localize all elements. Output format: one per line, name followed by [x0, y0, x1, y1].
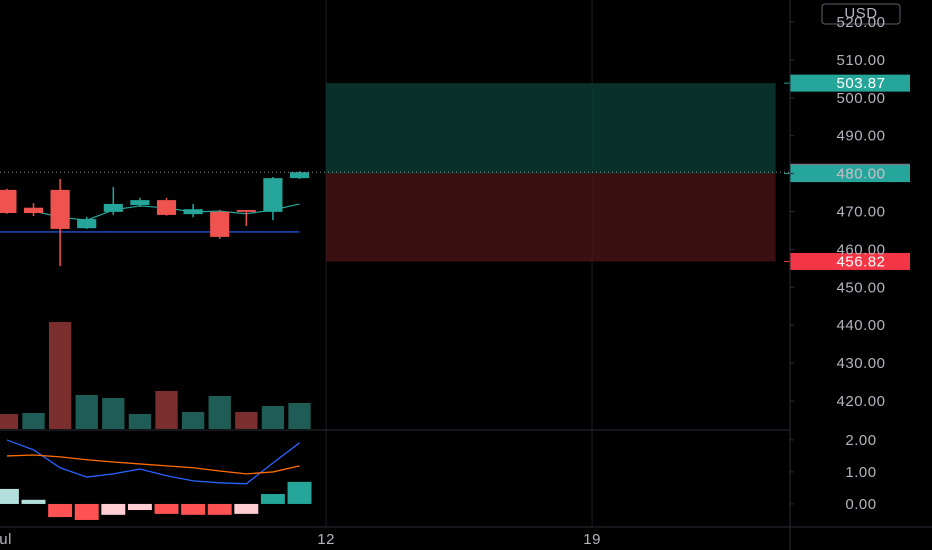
candle-body	[210, 211, 230, 237]
y-tick-label: 480.00	[837, 166, 886, 183]
price-tag	[790, 74, 910, 92]
volume-bar	[22, 413, 45, 429]
volume-bar	[128, 414, 152, 429]
histogram-bar	[0, 488, 19, 504]
candle-body	[77, 219, 97, 229]
price-tag-label: 456.82	[837, 253, 886, 270]
histogram-bar	[260, 494, 285, 504]
y-tick-label: 430.00	[837, 355, 886, 372]
y-tick-label: 440.00	[837, 317, 886, 334]
volume-bar	[155, 391, 178, 429]
histogram-bar	[207, 503, 232, 515]
y-tick-label: 420.00	[837, 393, 886, 410]
histogram-bar	[48, 503, 73, 518]
histogram-bar	[181, 503, 206, 515]
y-tick-label: 460.00	[837, 241, 886, 258]
y-tick-label: 0.00	[845, 496, 876, 513]
currency-box[interactable]	[821, 3, 901, 25]
y-tick-label: 2.00	[845, 432, 876, 449]
x-tick-label: 19	[583, 531, 601, 548]
macd-line	[6, 439, 300, 485]
x-tick-label: ul	[0, 531, 12, 548]
histogram-bar	[101, 503, 126, 515]
price-tag	[790, 252, 910, 270]
histogram-bar	[21, 499, 46, 504]
y-tick-label: 510.00	[837, 52, 886, 69]
x-tick-label: 12	[317, 531, 335, 548]
y-tick-label: 500.00	[837, 90, 886, 107]
y-tick-label: 450.00	[837, 279, 886, 296]
histogram-bar	[287, 481, 312, 504]
price-tag	[790, 165, 910, 183]
price-tag-label: 503.87	[837, 75, 886, 92]
candle-body	[50, 189, 70, 229]
loss-zone	[326, 173, 776, 262]
y-tick-label: 520.00	[837, 14, 886, 31]
volume-bar	[208, 396, 231, 429]
macd-line	[6, 454, 300, 475]
currency: USD	[844, 5, 877, 22]
y-tick-label: 1.00	[845, 464, 876, 481]
volume-bar	[102, 398, 125, 429]
volume-bar	[75, 395, 98, 429]
candle-body	[103, 203, 123, 212]
histogram-bar	[127, 503, 152, 511]
histogram-bar	[234, 503, 259, 514]
volume-bar	[181, 412, 205, 429]
candle-body	[236, 209, 256, 212]
y-tick-label: 470.00	[837, 203, 886, 220]
volume-bar	[261, 406, 285, 429]
candle-body	[130, 200, 150, 206]
volume-bar	[288, 403, 311, 429]
histogram-bar	[74, 503, 99, 520]
histogram-bar	[154, 503, 179, 514]
volume-bar	[235, 412, 258, 429]
candle-body	[289, 172, 310, 179]
volume-bar	[48, 322, 72, 429]
volume-bar	[0, 414, 19, 429]
candle-body	[156, 200, 177, 215]
profit-zone	[326, 83, 776, 174]
candle-body	[23, 207, 44, 214]
candle-body	[183, 209, 203, 215]
price-tag-label: 480.00	[837, 166, 886, 183]
y-tick-label: 490.00	[837, 128, 886, 145]
candle-body	[0, 189, 17, 214]
candle-body	[263, 178, 283, 212]
